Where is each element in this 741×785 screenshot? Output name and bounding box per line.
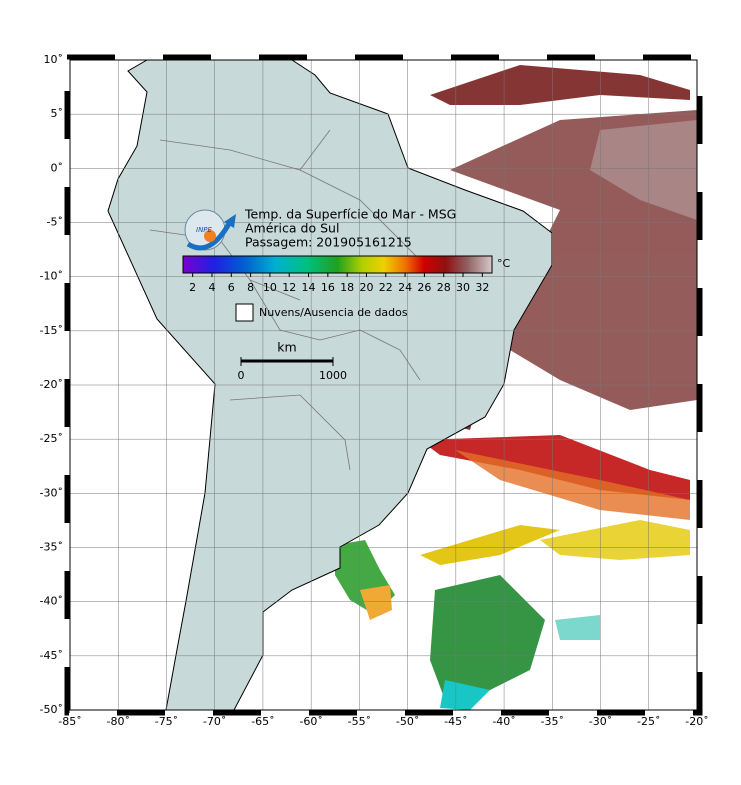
- y-tick-label: 0˚: [51, 161, 64, 174]
- scale-tick-label: 1000: [319, 369, 347, 382]
- colorbar-tick-label: 18: [340, 281, 354, 294]
- x-tick-label: -50˚: [396, 715, 419, 728]
- y-tick-label: -35˚: [40, 541, 63, 554]
- colorbar-tick-label: 24: [398, 281, 412, 294]
- colorbar-tick-label: 28: [437, 281, 451, 294]
- logo-text: INPE: [196, 226, 213, 234]
- scale-unit: km: [277, 340, 296, 355]
- x-tick-label: -60˚: [299, 715, 322, 728]
- colorbar-tick-label: 30: [456, 281, 470, 294]
- colorbar-tick-label: 2: [189, 281, 196, 294]
- x-tick-label: -80˚: [106, 715, 129, 728]
- x-tick-label: -85˚: [58, 715, 81, 728]
- legend-label: Nuvens/Ausencia de dados: [259, 306, 408, 319]
- x-tick-label: -25˚: [637, 715, 660, 728]
- colorbar-tick-label: 6: [228, 281, 235, 294]
- y-tick-label: -5˚: [47, 216, 63, 229]
- map-title: Temp. da Superfície do Mar - MSG: [244, 207, 456, 222]
- y-tick-label: -25˚: [40, 432, 63, 445]
- colorbar: [182, 255, 493, 274]
- y-tick-label: 10˚: [44, 53, 64, 66]
- scale-tick-label: 0: [238, 369, 245, 382]
- region: América do Sul: [245, 221, 339, 236]
- y-tick-label: -15˚: [40, 324, 63, 337]
- colorbar-tick-label: 22: [379, 281, 393, 294]
- x-tick-label: -70˚: [203, 715, 226, 728]
- x-tick-label: -45˚: [444, 715, 467, 728]
- scale-bar: 0 1000: [238, 357, 347, 382]
- colorbar-tick-label: 16: [321, 281, 335, 294]
- x-tick-label: -55˚: [348, 715, 371, 728]
- y-tick-label: -50˚: [40, 703, 63, 716]
- y-tick-label: -30˚: [40, 486, 63, 499]
- y-tick-label: -40˚: [40, 595, 63, 608]
- y-tick-label: -20˚: [40, 378, 63, 391]
- country-borders: [149, 129, 421, 471]
- x-tick-label: -40˚: [492, 715, 515, 728]
- x-tick-label: -65˚: [251, 715, 274, 728]
- y-tick-label: -10˚: [40, 270, 63, 283]
- colorbar-tick-label: 12: [282, 281, 296, 294]
- x-tick-label: -75˚: [155, 715, 178, 728]
- x-tick-label: -35˚: [541, 715, 564, 728]
- y-tick-label: -45˚: [40, 649, 63, 662]
- colorbar-tick-label: 14: [302, 281, 316, 294]
- colorbar-unit: °C: [497, 257, 511, 270]
- pass-time: Passagem: 201905161215: [245, 235, 412, 250]
- x-tick-label: -30˚: [589, 715, 612, 728]
- colorbar-tick-label: 4: [208, 281, 215, 294]
- map-frame: [69, 59, 698, 711]
- colorbar-tick-label: 26: [417, 281, 431, 294]
- frame-border: [64, 54, 703, 716]
- x-tick-label: -20˚: [685, 715, 708, 728]
- logo: INPE: [184, 209, 236, 251]
- legend-swatch: [235, 303, 254, 322]
- colorbar-tick-label: 32: [475, 281, 489, 294]
- colorbar-tick-label: 8: [247, 281, 254, 294]
- colorbar-tick-label: 20: [359, 281, 373, 294]
- y-tick-label: 5˚: [51, 107, 64, 120]
- colorbar-tick-label: 10: [263, 281, 277, 294]
